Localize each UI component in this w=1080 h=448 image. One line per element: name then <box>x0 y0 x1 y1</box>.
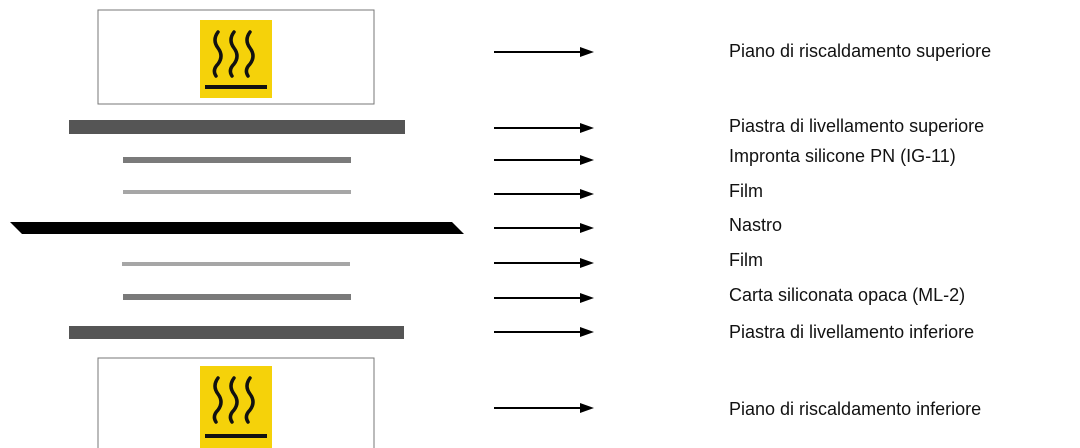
right-arrow-icon <box>494 403 594 413</box>
heater-top <box>97 9 375 105</box>
label-silicone-imprint: Impronta silicone PN (IG-11) <box>729 146 956 166</box>
heater-bottom <box>97 357 375 448</box>
leveling-plate-top <box>69 120 405 134</box>
label-heater-top: Piano di riscaldamento superiore <box>729 41 992 61</box>
right-arrow-icon <box>494 189 594 199</box>
tape <box>10 222 464 234</box>
label-tape: Nastro <box>729 215 783 235</box>
film-top <box>123 190 351 194</box>
label-film-top: Film <box>729 181 763 201</box>
right-arrow-icon <box>494 223 594 233</box>
film-bottom <box>122 262 350 266</box>
label-leveling-plate-bottom: Piastra di livellamento inferiore <box>729 322 975 342</box>
leveling-plate-bottom <box>69 326 404 339</box>
matte-paper <box>123 294 351 300</box>
hot-surface-warning-icon <box>200 366 272 448</box>
label-matte-paper: Carta siliconata opaca (ML-2) <box>729 285 966 305</box>
label-heater-bottom: Piano di riscaldamento inferiore <box>729 399 982 419</box>
right-arrow-icon <box>494 293 594 303</box>
hot-surface-warning-icon <box>200 20 272 98</box>
right-arrow-icon <box>494 123 594 133</box>
label-leveling-plate-top: Piastra di livellamento superiore <box>729 116 985 136</box>
label-film-bottom: Film <box>729 250 763 270</box>
right-arrow-icon <box>494 155 594 165</box>
right-arrow-icon <box>494 327 594 337</box>
silicone-imprint <box>123 157 351 163</box>
right-arrow-icon <box>494 258 594 268</box>
right-arrow-icon <box>494 47 594 57</box>
